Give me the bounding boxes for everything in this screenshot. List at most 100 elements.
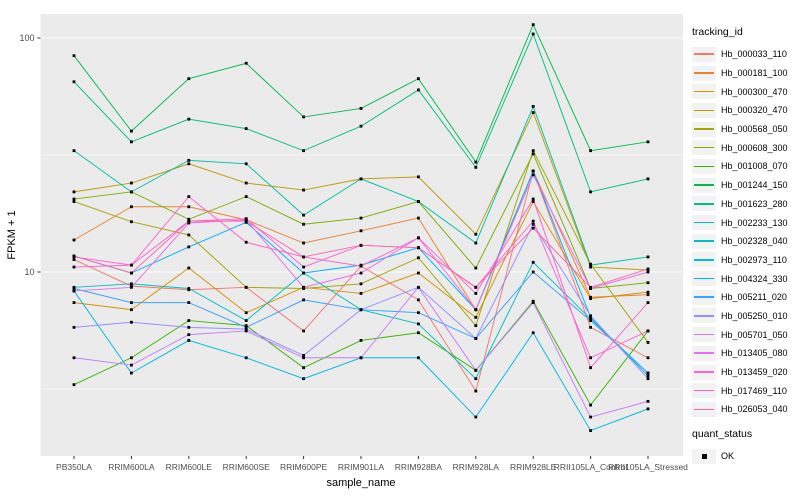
data-point: [531, 200, 535, 203]
data-point: [417, 298, 420, 302]
legend-item: Hb_000300_470: [692, 82, 800, 101]
data-point: [302, 329, 305, 333]
data-point: [589, 149, 592, 153]
data-point: [417, 322, 420, 326]
data-point: [417, 236, 420, 240]
data-point: [72, 356, 76, 360]
legend-item: Hb_005701_050: [692, 325, 800, 344]
data-point: [531, 152, 535, 156]
data-point: [474, 266, 478, 270]
data-point: [187, 195, 191, 199]
data-point: [417, 331, 420, 335]
data-point: [72, 301, 76, 304]
legend-item: Hb_017469_110: [692, 381, 800, 400]
data-point: [130, 140, 133, 144]
data-point: [302, 265, 305, 269]
data-point: [417, 175, 420, 179]
legend-key-line-icon: [692, 233, 716, 249]
data-point: [531, 149, 535, 153]
data-point: [359, 271, 363, 275]
legend-color-line: [694, 333, 714, 336]
data-point: [646, 341, 650, 344]
legend-color-line: [694, 371, 714, 373]
legend-key-line-icon: [692, 84, 716, 100]
data-point: [302, 356, 305, 360]
data-point: [646, 270, 650, 274]
data-point: [646, 290, 650, 294]
data-point: [72, 287, 76, 290]
data-point: [531, 111, 535, 114]
data-point: [474, 389, 478, 393]
data-point: [646, 293, 650, 297]
data-point: [417, 246, 420, 250]
legend-color-line: [694, 128, 714, 130]
legend-item: Hb_005211_020: [692, 288, 800, 307]
data-point: [302, 354, 305, 357]
legend-item: Hb_000181_100: [692, 64, 800, 83]
data-point: [474, 292, 478, 295]
data-point: [302, 255, 305, 259]
legend-item-label: Hb_000033_110: [721, 49, 787, 60]
data-point: [589, 356, 592, 360]
data-point: [589, 315, 592, 319]
data-point: [130, 205, 133, 209]
legend-color-line: [694, 221, 714, 224]
legend-color-line: [694, 109, 714, 112]
data-point: [187, 117, 191, 121]
data-point: [474, 160, 478, 164]
data-point: [646, 255, 650, 259]
data-point: [244, 217, 248, 221]
x-tick-label: RRIM928LA: [453, 462, 500, 472]
data-point: [474, 337, 478, 340]
legend-color-line: [694, 296, 714, 298]
data-point: [589, 415, 592, 419]
data-point: [474, 232, 478, 236]
data-point: [72, 265, 76, 269]
data-point: [531, 169, 535, 173]
data-point: [589, 265, 592, 269]
legend-color-line: [694, 277, 714, 280]
legend2-items: OK: [692, 447, 800, 466]
data-point: [302, 149, 305, 153]
legend-key-line-icon: [692, 215, 716, 231]
data-point: [474, 165, 478, 169]
data-point: [244, 327, 248, 331]
legend-key-line-icon: [692, 121, 716, 137]
legend-color-line: [694, 53, 714, 56]
point-marker: [702, 454, 707, 459]
data-point: [187, 233, 191, 237]
data-point: [130, 129, 133, 133]
data-point: [130, 301, 133, 304]
legend-item-label: Hb_013459_020: [721, 367, 788, 378]
legend-item-label: Hb_001008_070: [721, 161, 788, 172]
legend-item-label: Hb_002973_110: [721, 254, 787, 265]
data-point: [417, 88, 420, 92]
data-point: [531, 301, 535, 304]
data-point: [72, 258, 76, 261]
legend-color-line: [694, 146, 714, 149]
data-point: [646, 140, 650, 144]
legend-key-line-icon: [692, 177, 716, 193]
legend-item: Hb_001244_150: [692, 176, 800, 195]
data-point: [646, 329, 650, 333]
data-point: [244, 195, 248, 199]
legend-item-label: Hb_026053_040: [721, 404, 788, 415]
data-point: [531, 105, 535, 108]
legend-color-line: [694, 240, 714, 242]
legend-item-label: Hb_013405_080: [721, 348, 788, 359]
x-tick-label: RRII105LA_Stressed: [608, 462, 688, 472]
data-point: [187, 245, 191, 249]
legend-item: Hb_000608_300: [692, 138, 800, 157]
legend-item: Hb_005250_010: [692, 307, 800, 326]
legend-color-line: [694, 202, 714, 205]
data-point: [244, 162, 248, 166]
data-point: [72, 238, 76, 242]
legend-item: Hb_000320_470: [692, 101, 800, 120]
data-point: [531, 222, 535, 226]
x-tick-label: RRIM600SE: [223, 462, 271, 472]
data-point: [302, 115, 305, 119]
data-point: [589, 314, 592, 318]
data-point: [187, 333, 191, 337]
data-point: [417, 200, 420, 203]
